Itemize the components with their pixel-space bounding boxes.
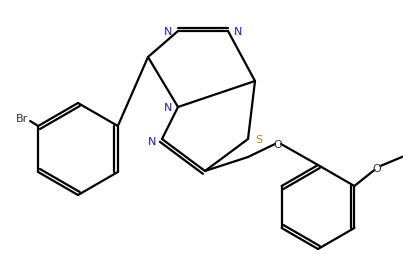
Text: S: S <box>255 134 262 145</box>
Text: N: N <box>164 103 172 113</box>
Text: N: N <box>234 27 242 37</box>
Text: N: N <box>164 27 172 37</box>
Text: O: O <box>274 139 283 149</box>
Text: N: N <box>147 136 156 146</box>
Text: Br: Br <box>16 114 28 123</box>
Text: O: O <box>372 163 381 173</box>
